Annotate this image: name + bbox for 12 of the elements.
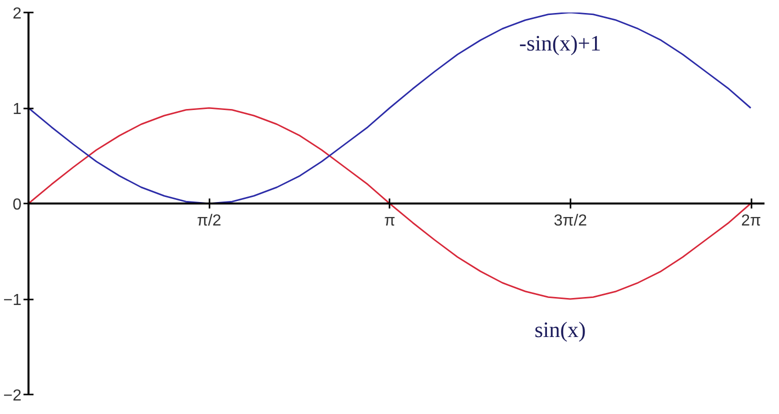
- y-tick-label: 0: [12, 196, 22, 214]
- y-tick-label: 1: [12, 101, 22, 118]
- x-tick-label: 2π: [741, 212, 762, 230]
- line-series: [28, 12, 752, 204]
- series-label: sin(x): [534, 317, 586, 342]
- y-tick-label: −2: [3, 388, 22, 404]
- x-tick-label: π/2: [196, 212, 222, 230]
- series-label: -sin(x)+1: [519, 30, 602, 56]
- x-tick-label: 3π/2: [554, 212, 588, 230]
- x-tick-label: π: [384, 212, 396, 230]
- y-tick-label: 2: [12, 6, 22, 22]
- y-tick-label: −1: [3, 292, 22, 309]
